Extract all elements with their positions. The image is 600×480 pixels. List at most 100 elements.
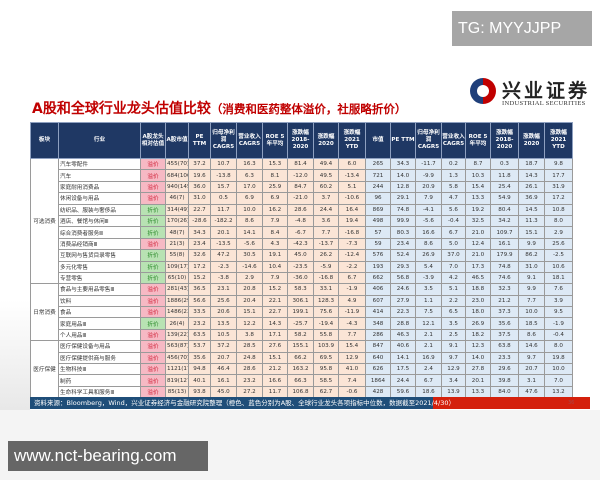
global-value-cell: 12.3 xyxy=(465,340,491,353)
a-share-value-cell: 63.5 xyxy=(188,328,211,342)
global-value-cell: 7.6 xyxy=(544,283,573,296)
global-value-cell: 6.7 xyxy=(415,374,442,387)
a-share-value-cell: -19.4 xyxy=(313,317,339,330)
global-value-cell: 99.9 xyxy=(390,214,416,228)
global-value-cell: 18.1 xyxy=(544,271,573,285)
global-value-cell: 244 xyxy=(365,180,391,194)
global-value-cell: 26.1 xyxy=(518,180,545,194)
global-value-cell: 29.3 xyxy=(390,260,416,273)
relative-valuation-badge: 溢价 xyxy=(140,328,166,342)
global-value-cell: 0.2 xyxy=(441,157,466,171)
table-row: 医疗保健提供商与服务 溢价 456(70) 35.6 20.7 24.8 15.1 66.2 6… xyxy=(31,351,573,365)
global-value-cell: 40.6 xyxy=(390,340,416,353)
a-share-value-cell: 4.9 xyxy=(338,294,366,308)
global-value-cell: 13.9 xyxy=(441,385,466,399)
a-share-value-cell: -14.6 xyxy=(236,260,263,273)
a-share-value-cell: 21.2 xyxy=(262,363,288,376)
a-share-value-cell: 22.7 xyxy=(188,203,211,216)
a-share-value-cell: 7.9 xyxy=(262,271,288,285)
a-share-value-cell: 45.0 xyxy=(210,385,237,399)
a-share-value-cell: 15.2 xyxy=(188,271,211,285)
global-value-cell: 5.4 xyxy=(415,260,442,273)
a-share-value-cell: 16.2 xyxy=(262,203,288,216)
a-share-value-cell: 7.7 xyxy=(313,226,339,239)
global-value-cell: 12.9 xyxy=(441,363,466,376)
global-value-cell: 662 xyxy=(365,271,391,285)
a-share-value-cell: 20.4 xyxy=(236,294,263,308)
a-share-value-cell: 21(3) xyxy=(165,237,189,251)
global-value-cell: 16.9 xyxy=(415,351,442,365)
a-share-value-cell: 163.2 xyxy=(287,363,314,376)
a-share-value-cell: 170(26) xyxy=(165,214,189,228)
a-share-value-cell: 10.7 xyxy=(210,157,237,171)
global-value-cell: 74.8 xyxy=(490,260,519,273)
a-share-value-cell: -25.7 xyxy=(287,317,314,330)
global-value-cell: 19.2 xyxy=(465,203,491,216)
a-share-value-cell: 65(10) xyxy=(165,271,189,285)
global-value-cell: 10.8 xyxy=(544,203,573,216)
relative-valuation-badge: 溢价 xyxy=(140,169,166,182)
global-value-cell: 10.3 xyxy=(465,169,491,182)
global-value-cell: 3.5 xyxy=(415,283,442,296)
a-share-value-cell: 128.3 xyxy=(313,294,339,308)
a-share-value-cell: 5.1 xyxy=(338,180,366,194)
table-row: 生命科学工具和服务Ⅲ 溢价 85(13) 93.8 45.0 27.2 11.7 106.8 6… xyxy=(31,385,573,399)
a-share-value-cell: 10.5 xyxy=(210,328,237,342)
relative-valuation-badge: 溢价 xyxy=(140,237,166,251)
global-value-cell: 626 xyxy=(365,363,391,376)
a-share-value-cell: 155.1 xyxy=(287,340,314,353)
global-value-cell: 37.5 xyxy=(490,328,519,342)
global-value-cell: 9.5 xyxy=(544,306,573,319)
column-header: ROE 5年平均 xyxy=(465,122,491,159)
global-value-cell: 21.2 xyxy=(490,294,519,308)
table-row: 互联网与售货目录零售 折价 55(8) 32.6 47.2 30.5 19.1 45.0 26.… xyxy=(31,249,573,262)
table-row: 家庭用品Ⅲ 折价 26(4) 23.2 13.5 12.2 14.3 -25.7 -19.4 -4… xyxy=(31,317,573,330)
a-share-value-cell: 199.1 xyxy=(287,306,314,319)
column-header: 涨跌幅2020 xyxy=(313,122,339,159)
a-share-value-cell: 7.7 xyxy=(338,328,366,342)
industry-cell: 生命科学工具和服务Ⅲ xyxy=(58,385,141,399)
source-footer: 资料来源：Bloomberg，Wind，兴业证券经济与金融研究院整理（橙色、蓝色… xyxy=(30,397,590,409)
sector-cell: 日常消费 xyxy=(30,283,59,342)
a-share-value-cell: 3.6 xyxy=(313,214,339,228)
column-header: 涨跌幅2021 YTD xyxy=(544,122,573,159)
industry-cell: 家庭用品Ⅲ xyxy=(58,317,141,330)
global-value-cell: 59.6 xyxy=(390,385,416,399)
global-value-cell: 576 xyxy=(365,249,391,262)
global-value-cell: 847 xyxy=(365,340,391,353)
global-value-cell: 13.3 xyxy=(465,385,491,399)
title-main: A股和全球行业龙头估值比较 xyxy=(32,101,211,117)
global-value-cell: 74.8 xyxy=(390,203,416,216)
a-share-value-cell: -3.8 xyxy=(210,271,237,285)
global-value-cell: 18.0 xyxy=(465,306,491,319)
a-share-value-cell: 4.3 xyxy=(262,237,288,251)
a-share-value-cell: 93.8 xyxy=(188,385,211,399)
industry-cell: 医疗保健设备与用品 xyxy=(58,340,141,353)
global-value-cell: 24.6 xyxy=(390,283,416,296)
a-share-value-cell: 49.4 xyxy=(313,157,339,171)
a-share-value-cell: 16.3 xyxy=(236,157,263,171)
column-header: 涨跌幅2021 YTD xyxy=(338,122,366,159)
table-row: 家庭耐用消费品溢价940(145)36.015.717.025.984.760.… xyxy=(31,180,573,194)
a-share-value-cell: 16.6 xyxy=(262,374,288,387)
a-share-value-cell: 55.8 xyxy=(313,328,339,342)
global-value-cell: 406 xyxy=(365,283,391,296)
industry-cell: 消费品经销商Ⅲ xyxy=(58,237,141,251)
global-value-cell: 607 xyxy=(365,294,391,308)
global-value-cell: 34.3 xyxy=(390,157,416,171)
a-share-value-cell: 6.0 xyxy=(338,157,366,171)
global-value-cell: 17.5 xyxy=(390,363,416,376)
global-value-cell: 34.2 xyxy=(490,214,519,228)
global-value-cell: 5.1 xyxy=(441,283,466,296)
industry-cell: 食品与主要用品零售Ⅲ xyxy=(58,283,141,296)
table-row: 多元化零售 折价 109(17) 17.2 -2.3 -14.6 10.4 -23.5 -5.9… xyxy=(31,260,573,273)
global-value-cell: 29.6 xyxy=(490,363,519,376)
a-share-value-cell: 20.7 xyxy=(210,351,237,365)
a-share-value-cell: 41.0 xyxy=(338,363,366,376)
a-share-value-cell: 1121(173) xyxy=(165,363,189,376)
global-value-cell: 26.9 xyxy=(465,317,491,330)
column-header: 板块 xyxy=(30,122,59,159)
a-share-value-cell: 31.0 xyxy=(188,192,211,205)
global-value-cell: 23.0 xyxy=(465,294,491,308)
global-value-cell: 80.4 xyxy=(490,203,519,216)
